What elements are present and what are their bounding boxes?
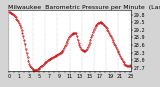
Text: Milwaukee  Barometric Pressure per Minute  (Last 24 Hours): Milwaukee Barometric Pressure per Minute…: [8, 5, 160, 10]
